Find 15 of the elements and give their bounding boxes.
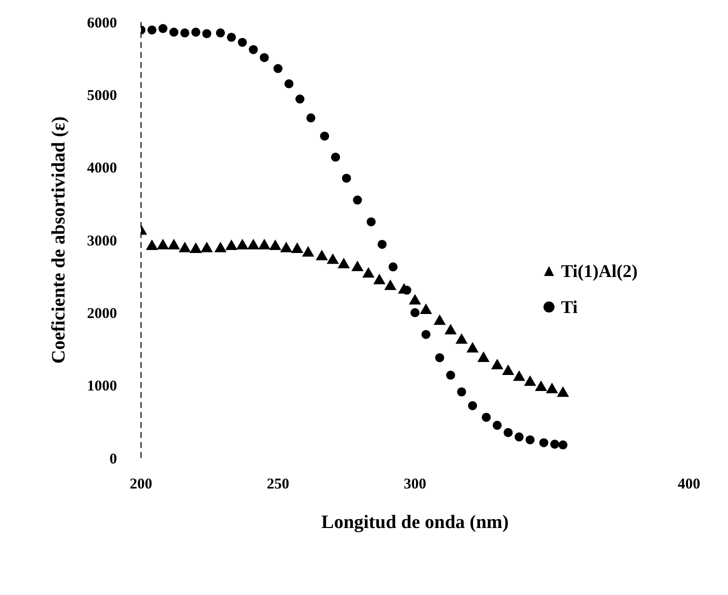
y-tick-label: 2000 (87, 306, 117, 322)
legend-label: Ti(1)Al(2) (561, 260, 638, 282)
x-tick-label: 300 (404, 476, 426, 493)
y-tick-label: 3000 (87, 233, 117, 250)
x-tick-label: 250 (266, 476, 290, 493)
y-tick-label: 4000 (87, 160, 117, 177)
legend-label: Ti (561, 296, 578, 318)
y-tick-label: 6000 (87, 15, 117, 32)
y-tick-label: 1000 (87, 378, 117, 395)
y-axis-title: Coeficiente de absortividad (ε) (48, 116, 70, 364)
x-tick-label: 400 (678, 476, 700, 493)
y-tick-label: 0 (110, 451, 117, 468)
x-axis-title: Longitud de onda (nm) (321, 512, 509, 533)
x-tick-label: 200 (130, 476, 152, 493)
y-tick-label: 5000 (87, 88, 117, 104)
